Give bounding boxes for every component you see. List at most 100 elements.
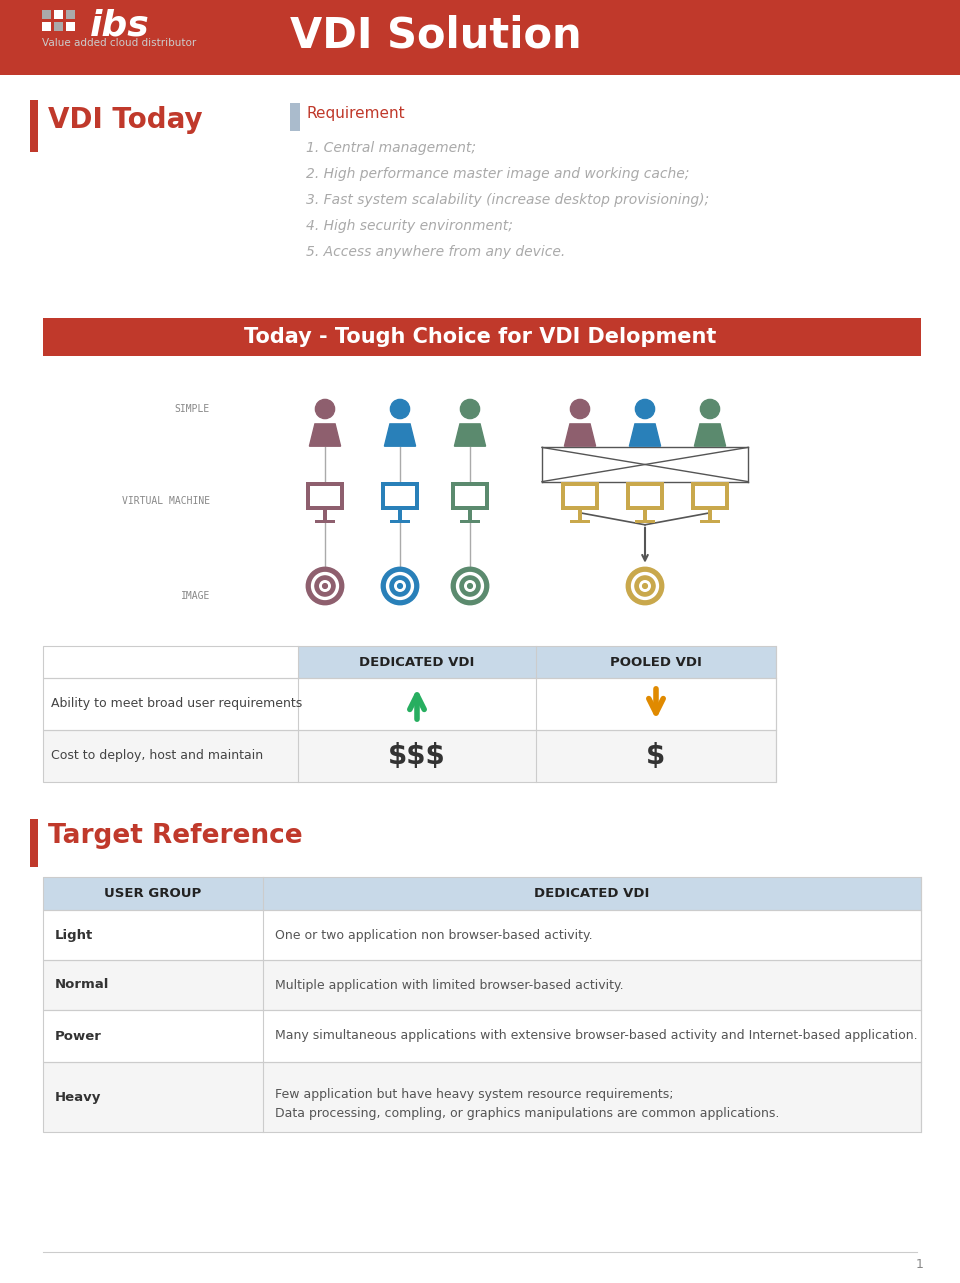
Circle shape	[451, 567, 489, 604]
Circle shape	[315, 576, 335, 597]
Text: 1. Central management;: 1. Central management;	[306, 141, 476, 155]
Text: VDI Solution: VDI Solution	[290, 14, 582, 56]
Text: Normal: Normal	[55, 979, 109, 992]
Bar	[468, 509, 472, 520]
Circle shape	[457, 572, 484, 599]
Bar	[695, 485, 725, 507]
Bar	[43, 910, 921, 960]
Text: Requirement: Requirement	[306, 106, 404, 121]
Circle shape	[381, 567, 419, 604]
Text: IMAGE: IMAGE	[180, 591, 210, 600]
Circle shape	[390, 576, 410, 597]
Text: DEDICATED VDI: DEDICATED VDI	[535, 887, 650, 899]
Circle shape	[312, 572, 339, 599]
Bar	[626, 482, 663, 509]
Text: 2. High performance master image and working cache;: 2. High performance master image and wor…	[306, 167, 689, 181]
Text: 4. High security environment;: 4. High security environment;	[306, 219, 513, 234]
Bar	[54, 22, 63, 31]
Polygon shape	[384, 423, 416, 446]
Bar	[42, 10, 51, 19]
Bar	[43, 730, 776, 783]
Bar	[43, 910, 921, 960]
Text: VDI Today: VDI Today	[48, 106, 203, 133]
Bar	[66, 22, 75, 31]
Bar	[43, 1010, 921, 1062]
Bar	[43, 677, 776, 730]
Bar	[691, 482, 729, 509]
Circle shape	[387, 572, 414, 599]
Bar	[306, 482, 344, 509]
Bar	[460, 520, 480, 523]
Circle shape	[468, 584, 472, 589]
Bar	[570, 520, 590, 523]
Bar	[708, 509, 712, 520]
Bar	[43, 730, 776, 783]
Text: Multiple application with limited browser-based activity.: Multiple application with limited browse…	[275, 979, 624, 992]
Circle shape	[635, 576, 655, 597]
Text: Target Reference: Target Reference	[48, 822, 302, 849]
Circle shape	[632, 572, 659, 599]
Text: Light: Light	[55, 929, 93, 942]
Bar	[43, 878, 921, 910]
Bar	[562, 482, 599, 509]
Bar	[451, 482, 489, 509]
Bar	[642, 509, 647, 520]
Text: Few application but have heavy system resource requirements;: Few application but have heavy system re…	[275, 1088, 674, 1101]
Bar	[43, 960, 921, 1010]
Text: $: $	[646, 742, 665, 770]
Circle shape	[701, 399, 720, 418]
Circle shape	[465, 581, 475, 591]
Bar	[43, 647, 776, 677]
Bar	[564, 485, 595, 507]
Circle shape	[391, 399, 410, 418]
Text: Value added cloud distributor: Value added cloud distributor	[42, 38, 196, 47]
Text: One or two application non browser-based activity.: One or two application non browser-based…	[275, 929, 592, 942]
Text: Power: Power	[55, 1029, 102, 1043]
Circle shape	[626, 567, 663, 604]
Text: $$$: $$$	[388, 742, 445, 770]
Bar	[42, 22, 51, 31]
Circle shape	[642, 584, 647, 589]
Circle shape	[636, 399, 655, 418]
Bar	[54, 10, 63, 19]
Bar	[630, 485, 660, 507]
Circle shape	[570, 399, 589, 418]
Bar	[43, 677, 776, 730]
Bar	[43, 878, 921, 910]
Bar	[635, 520, 655, 523]
Text: SIMPLE: SIMPLE	[175, 404, 210, 414]
Text: Cost to deploy, host and maintain: Cost to deploy, host and maintain	[51, 749, 263, 762]
Circle shape	[461, 399, 480, 418]
Bar	[43, 1010, 921, 1062]
Polygon shape	[694, 423, 726, 446]
Circle shape	[306, 567, 344, 604]
Bar	[390, 520, 410, 523]
Circle shape	[316, 399, 335, 418]
Circle shape	[397, 584, 402, 589]
Bar	[43, 318, 921, 355]
Polygon shape	[630, 423, 660, 446]
Text: 1: 1	[916, 1259, 924, 1271]
Bar	[455, 485, 485, 507]
Text: Today - Tough Choice for VDI Delopment: Today - Tough Choice for VDI Delopment	[244, 327, 716, 346]
Bar	[30, 100, 38, 151]
Text: ibs: ibs	[90, 8, 150, 42]
Polygon shape	[564, 423, 595, 446]
Text: Many simultaneous applications with extensive browser-based activity and Interne: Many simultaneous applications with exte…	[275, 1029, 918, 1043]
Circle shape	[323, 584, 327, 589]
Polygon shape	[309, 423, 341, 446]
Bar	[700, 520, 720, 523]
Text: 5. Access anywhere from any device.: 5. Access anywhere from any device.	[306, 245, 565, 259]
Bar	[578, 509, 583, 520]
Bar	[43, 1062, 921, 1132]
Text: USER GROUP: USER GROUP	[105, 887, 202, 899]
Bar	[385, 485, 416, 507]
Bar	[0, 0, 960, 74]
Bar	[323, 509, 327, 520]
Circle shape	[639, 581, 650, 591]
Text: Ability to meet broad user requirements: Ability to meet broad user requirements	[51, 698, 302, 711]
Bar	[315, 520, 335, 523]
Bar	[381, 482, 419, 509]
Bar	[43, 1062, 921, 1132]
Text: POOLED VDI: POOLED VDI	[610, 656, 702, 668]
